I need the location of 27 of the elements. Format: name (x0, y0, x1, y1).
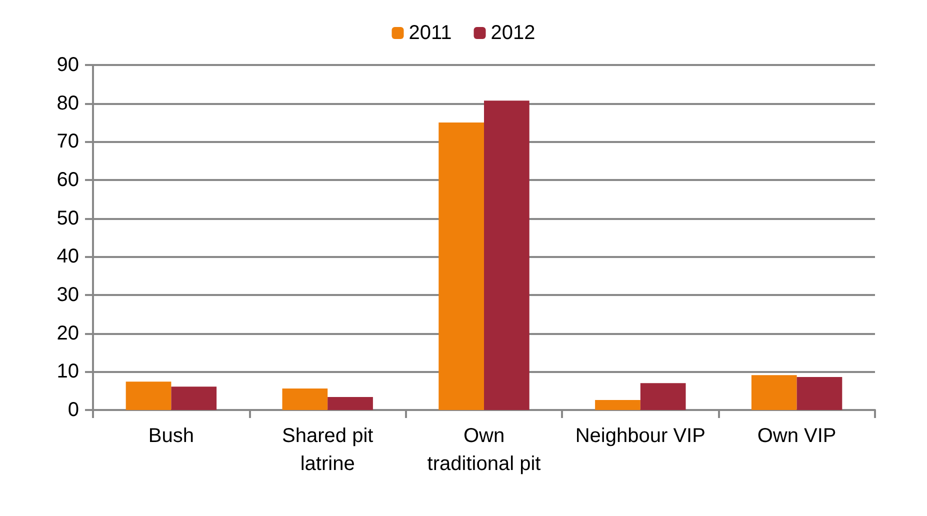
legend-label: 2012 (490, 22, 536, 44)
y-tick-label: 60 (56, 169, 79, 191)
bar (640, 383, 686, 410)
bar (595, 400, 640, 410)
y-tick-label: 0 (68, 399, 79, 421)
bar (282, 388, 328, 410)
bar (328, 396, 373, 410)
x-tick-label: Own traditional pit (427, 425, 542, 475)
bar (438, 122, 484, 410)
y-tick-label: 10 (56, 360, 79, 383)
y-tick-label: 20 (56, 322, 79, 344)
bar (484, 100, 530, 410)
x-tick-label: Bush (148, 425, 194, 447)
x-tick-label: Own VIP (757, 425, 836, 447)
x-tick-label: Shared pit latrine (282, 425, 374, 475)
bar (796, 377, 842, 410)
y-tick-label: 90 (56, 54, 79, 76)
y-tick-label: 50 (56, 207, 79, 230)
bar (126, 382, 172, 410)
bar (751, 375, 797, 410)
y-tick-label: 30 (56, 284, 79, 306)
legend-label: 2011 (408, 22, 452, 44)
y-tick-label: 70 (56, 130, 79, 153)
x-tick-label: Neighbour VIP (575, 425, 706, 447)
y-tick-label: 80 (56, 92, 79, 114)
y-tick-label: 40 (56, 246, 79, 268)
bar (171, 386, 217, 410)
